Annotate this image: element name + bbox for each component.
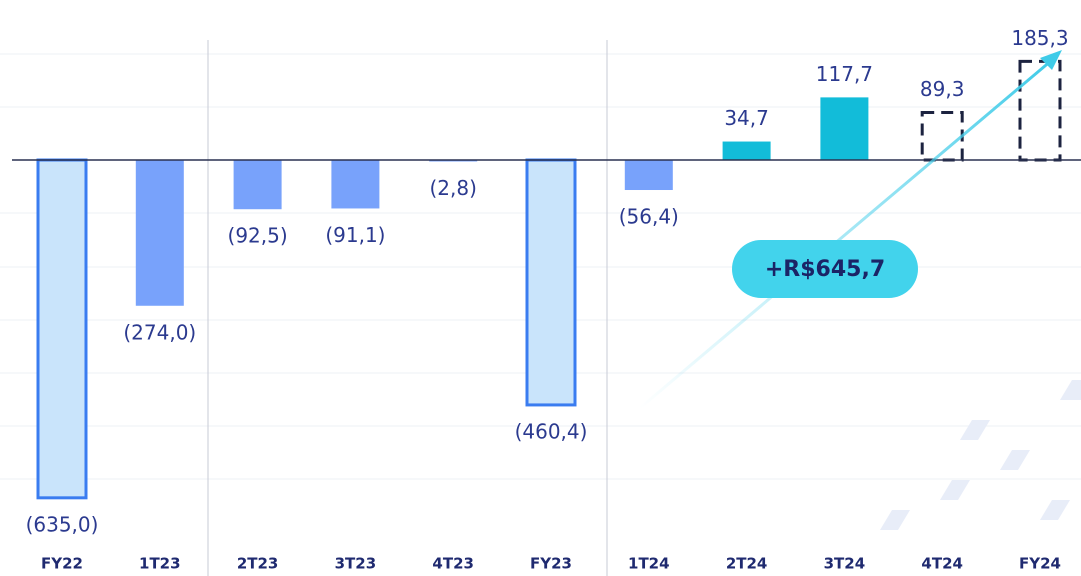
value-label: (460,4) bbox=[515, 419, 588, 443]
x-tick-label: FY23 bbox=[530, 555, 572, 573]
x-tick-label: 1T23 bbox=[139, 555, 181, 573]
bar bbox=[135, 160, 184, 306]
x-tick-label: 2T23 bbox=[237, 555, 279, 573]
x-tick-label: FY24 bbox=[1019, 555, 1061, 573]
value-label: 117,7 bbox=[816, 62, 873, 86]
value-label: (92,5) bbox=[228, 224, 288, 248]
bar bbox=[820, 97, 869, 160]
value-label: (56,4) bbox=[619, 205, 679, 229]
arrow bbox=[639, 58, 1053, 410]
value-label: 185,3 bbox=[1011, 26, 1068, 50]
x-tick-label: 4T24 bbox=[921, 555, 963, 573]
bar bbox=[36, 158, 88, 500]
arrow-head bbox=[1040, 50, 1062, 70]
value-label: 89,3 bbox=[920, 77, 965, 101]
value-label: (91,1) bbox=[325, 223, 385, 247]
x-tick-label: 1T24 bbox=[628, 555, 670, 573]
bar bbox=[624, 160, 673, 191]
bar bbox=[722, 141, 771, 160]
value-label: (635,0) bbox=[26, 512, 99, 536]
x-tick-label: 3T23 bbox=[335, 555, 377, 573]
bar bbox=[1018, 59, 1062, 162]
bar bbox=[525, 158, 577, 407]
x-tick-label: 3T24 bbox=[824, 555, 866, 573]
x-tick-label: 2T24 bbox=[726, 555, 768, 573]
annotation: +R$645,7 bbox=[765, 257, 885, 282]
decor bbox=[880, 380, 1081, 530]
bar bbox=[233, 160, 282, 210]
x-tick-label: 4T23 bbox=[432, 555, 474, 573]
value-label: (2,8) bbox=[429, 176, 476, 200]
x-tick-label: FY22 bbox=[41, 555, 83, 573]
value-label: 34,7 bbox=[724, 106, 769, 130]
bar bbox=[331, 160, 380, 209]
value-label: (274,0) bbox=[123, 320, 196, 344]
annotation-pill bbox=[732, 240, 918, 298]
